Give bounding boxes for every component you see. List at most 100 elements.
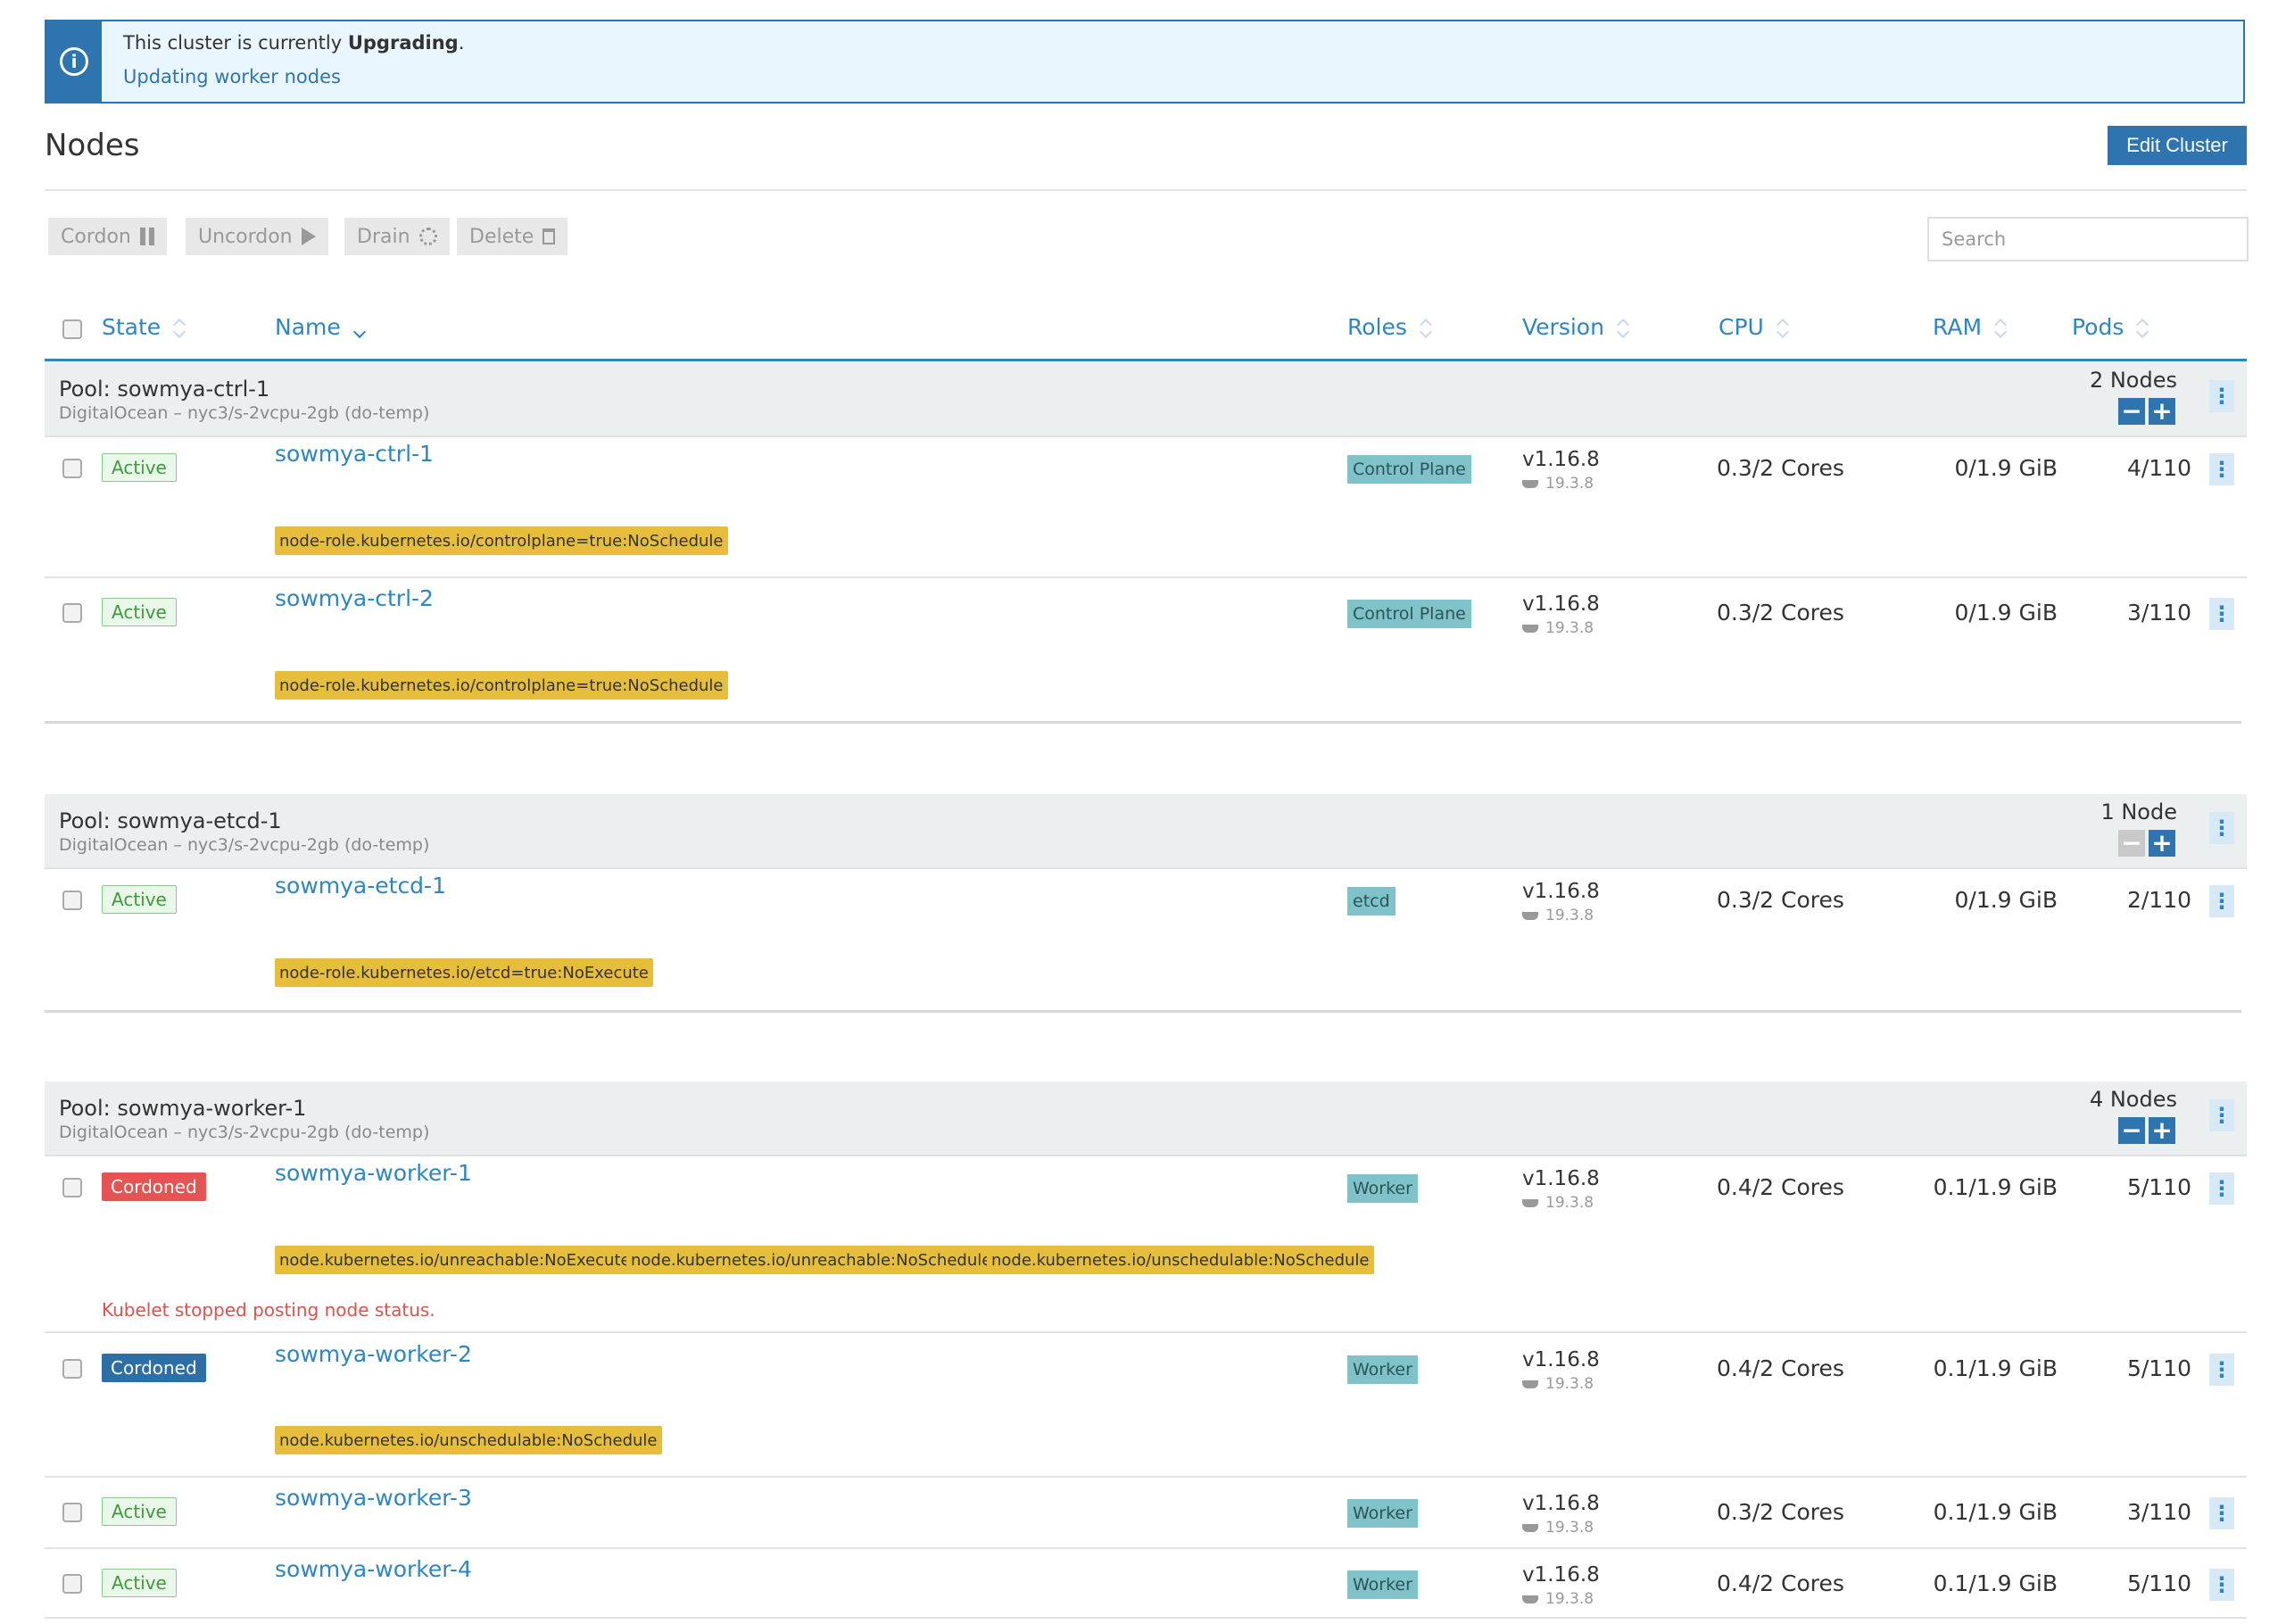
uncordon-button[interactable]: Uncordon	[186, 218, 328, 255]
column-header-version[interactable]: Version	[1522, 314, 1629, 340]
scale-up-button[interactable]: +	[2149, 830, 2175, 857]
role-badge: Control Plane	[1347, 455, 1471, 484]
row-divider	[45, 1476, 2247, 1478]
pool-subtitle: DigitalOcean – nyc3/s-2vcpu-2gb (do-temp…	[59, 403, 430, 423]
row-divider	[45, 1331, 2247, 1333]
state-badge: Cordoned	[102, 1354, 206, 1382]
sort-icon	[1420, 317, 1432, 338]
kubelet-version: v1.16.8	[1522, 880, 1600, 903]
node-actions-menu[interactable]: ⋮	[2209, 598, 2234, 630]
pod-count: 4/110	[2126, 455, 2191, 481]
docker-version: 19.3.8	[1522, 619, 1594, 637]
pool-subtitle: DigitalOcean – nyc3/s-2vcpu-2gb (do-temp…	[59, 835, 430, 855]
row-checkbox[interactable]	[62, 1178, 82, 1197]
scale-up-button[interactable]: +	[2149, 1117, 2175, 1144]
pool-title: Pool: sowmya-ctrl-1	[59, 377, 270, 402]
ram-usage: 0/1.9 GiB	[1954, 887, 2058, 913]
ram-usage: 0.1/1.9 GiB	[1933, 1355, 2058, 1381]
docker-version: 19.3.8	[1522, 1519, 1594, 1537]
node-actions-menu[interactable]: ⋮	[2209, 1172, 2234, 1205]
node-actions-menu[interactable]: ⋮	[2209, 885, 2234, 917]
node-name-link[interactable]: sowmya-worker-4	[275, 1556, 472, 1582]
docker-version: 19.3.8	[1522, 907, 1594, 924]
sort-icon	[1994, 317, 2007, 338]
column-header-cpu[interactable]: CPU	[1719, 314, 1789, 340]
pod-count: 5/110	[2126, 1174, 2191, 1200]
node-actions-menu[interactable]: ⋮	[2209, 1569, 2234, 1601]
taint-label: node-role.kubernetes.io/controlplane=tru…	[275, 671, 728, 700]
scale-down-button[interactable]: −	[2118, 398, 2145, 425]
scale-down-button[interactable]: −	[2118, 1117, 2145, 1144]
header-underline	[45, 359, 2247, 361]
docker-icon	[1522, 1380, 1538, 1388]
cpu-usage: 0.4/2 Cores	[1717, 1174, 1844, 1200]
upgrade-banner: i This cluster is currently Upgrading. U…	[45, 20, 2245, 104]
pool-title: Pool: sowmya-worker-1	[59, 1096, 307, 1121]
column-header-state[interactable]: State	[102, 314, 186, 340]
sort-icon	[2136, 317, 2149, 338]
pool-header: Pool: sowmya-etcd-1 DigitalOcean – nyc3/…	[45, 794, 2247, 869]
docker-icon	[1522, 624, 1538, 633]
delete-button[interactable]: Delete	[457, 218, 568, 255]
column-header-name[interactable]: Name	[275, 314, 366, 340]
row-divider	[45, 1617, 2247, 1619]
docker-version: 19.3.8	[1522, 1375, 1594, 1393]
ram-usage: 0/1.9 GiB	[1954, 455, 2058, 481]
search-input[interactable]: Search	[1927, 217, 2249, 261]
docker-version: 19.3.8	[1522, 1194, 1594, 1212]
column-header-ram[interactable]: RAM	[1933, 314, 2007, 340]
pool-node-count: 1 Node	[2100, 800, 2177, 824]
row-checkbox[interactable]	[62, 1574, 82, 1594]
play-icon	[301, 228, 316, 245]
pause-icon	[139, 228, 154, 245]
cpu-usage: 0.3/2 Cores	[1717, 600, 1844, 626]
pool-node-count: 2 Nodes	[2089, 368, 2177, 393]
taint-label: node.kubernetes.io/unreachable:NoExecute	[275, 1246, 635, 1274]
scale-controls: − +	[2118, 398, 2175, 425]
row-divider	[45, 1547, 2247, 1549]
state-badge: Active	[102, 885, 177, 914]
pool-actions-menu[interactable]: ⋮	[2209, 1099, 2234, 1131]
row-checkbox[interactable]	[62, 459, 82, 478]
docker-icon	[1522, 1198, 1538, 1207]
node-actions-menu[interactable]: ⋮	[2209, 1354, 2234, 1386]
pool-subtitle: DigitalOcean – nyc3/s-2vcpu-2gb (do-temp…	[59, 1123, 430, 1142]
node-name-link[interactable]: sowmya-ctrl-1	[275, 441, 434, 467]
column-header-pods[interactable]: Pods	[2072, 314, 2149, 340]
row-checkbox[interactable]	[62, 1359, 82, 1379]
docker-icon	[1522, 1595, 1538, 1603]
pool-divider	[45, 1010, 2241, 1013]
row-checkbox[interactable]	[62, 891, 82, 910]
cpu-usage: 0.3/2 Cores	[1717, 455, 1844, 481]
taint-label: node.kubernetes.io/unschedulable:NoSched…	[987, 1246, 1374, 1274]
node-name-link[interactable]: sowmya-etcd-1	[275, 873, 446, 899]
node-actions-menu[interactable]: ⋮	[2209, 453, 2234, 485]
ram-usage: 0.1/1.9 GiB	[1933, 1570, 2058, 1596]
role-badge: Worker	[1347, 1499, 1418, 1528]
taint-label: node.kubernetes.io/unreachable:NoSchedul…	[626, 1246, 997, 1274]
scale-down-button[interactable]: −	[2118, 830, 2145, 857]
row-checkbox[interactable]	[62, 603, 82, 623]
page-title: Nodes	[45, 128, 140, 163]
node-name-link[interactable]: sowmya-worker-2	[275, 1341, 472, 1367]
column-header-roles[interactable]: Roles	[1347, 314, 1432, 340]
sort-icon	[1617, 317, 1629, 338]
sort-icon	[1777, 317, 1789, 338]
scale-up-button[interactable]: +	[2149, 398, 2175, 425]
node-name-link[interactable]: sowmya-worker-3	[275, 1485, 472, 1511]
edit-cluster-button[interactable]: Edit Cluster	[2108, 126, 2247, 165]
pool-actions-menu[interactable]: ⋮	[2209, 812, 2234, 844]
node-actions-menu[interactable]: ⋮	[2209, 1497, 2234, 1529]
select-all-checkbox[interactable]	[62, 319, 82, 339]
row-checkbox[interactable]	[62, 1503, 82, 1522]
node-name-link[interactable]: sowmya-ctrl-2	[275, 585, 434, 611]
drain-button[interactable]: Drain	[344, 218, 450, 255]
pod-count: 5/110	[2126, 1355, 2191, 1381]
cordon-button[interactable]: Cordon	[48, 218, 167, 255]
ram-usage: 0.1/1.9 GiB	[1933, 1499, 2058, 1525]
node-name-link[interactable]: sowmya-worker-1	[275, 1160, 472, 1186]
state-badge: Active	[102, 1569, 177, 1597]
pool-actions-menu[interactable]: ⋮	[2209, 380, 2234, 412]
sort-desc-icon	[353, 317, 366, 338]
pool-header: Pool: sowmya-ctrl-1 DigitalOcean – nyc3/…	[45, 362, 2247, 437]
